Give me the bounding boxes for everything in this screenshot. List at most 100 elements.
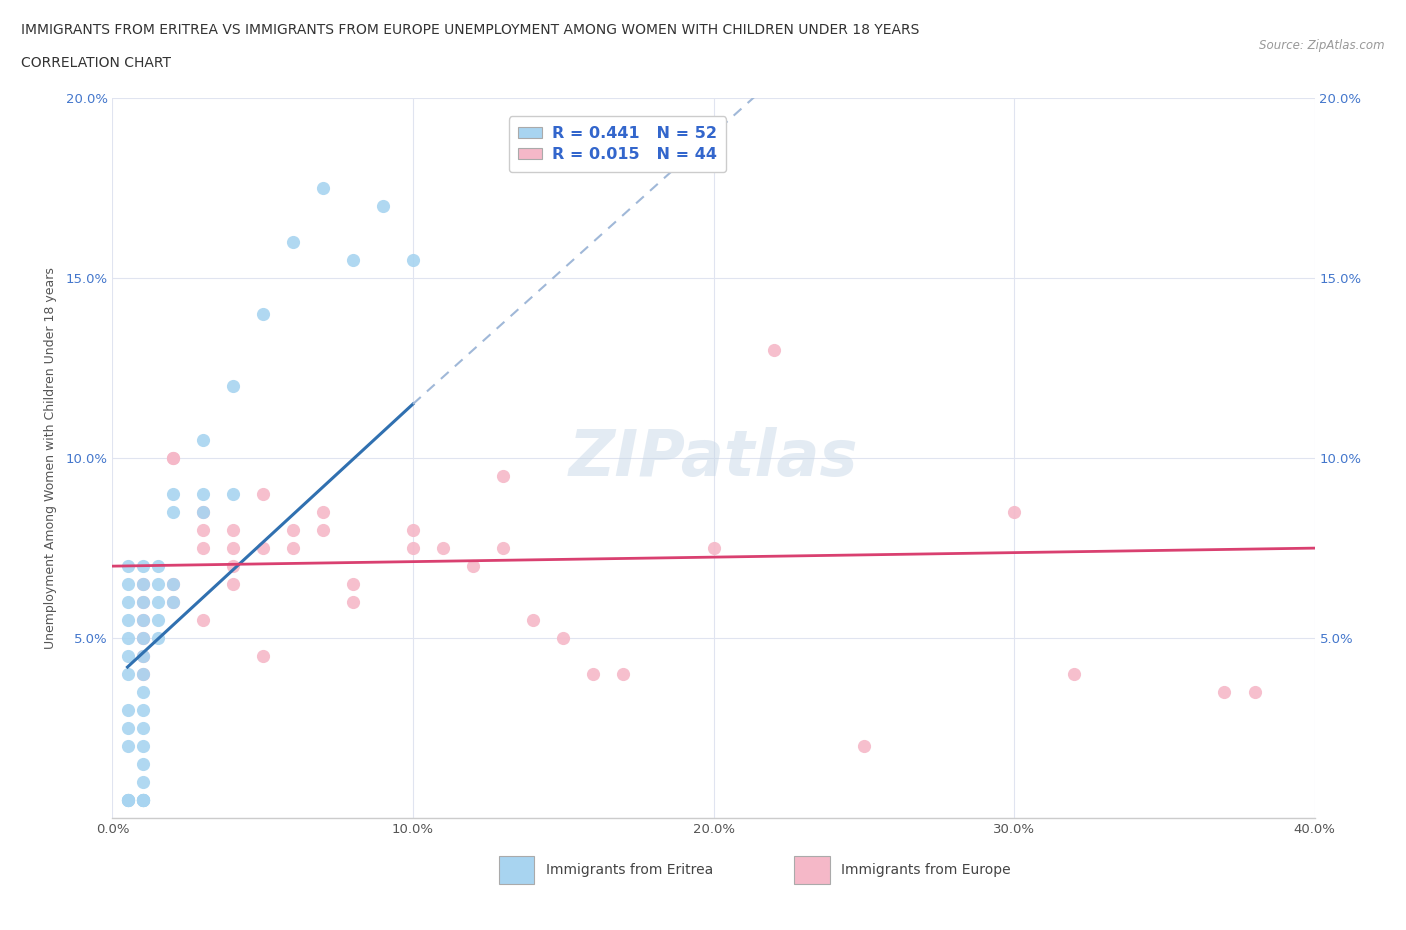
Point <box>131 595 153 610</box>
Point <box>222 379 245 393</box>
Point <box>402 540 425 555</box>
Point <box>131 721 153 736</box>
FancyBboxPatch shape <box>499 856 534 884</box>
Point <box>312 505 335 520</box>
FancyBboxPatch shape <box>794 856 830 884</box>
Point <box>762 342 785 357</box>
Point <box>131 577 153 591</box>
Point <box>702 540 725 555</box>
Point <box>342 595 364 610</box>
Point <box>222 577 245 591</box>
Point <box>117 793 139 808</box>
Point <box>117 649 139 664</box>
Point <box>162 486 184 501</box>
Point <box>461 559 484 574</box>
Text: Source: ZipAtlas.com: Source: ZipAtlas.com <box>1260 39 1385 52</box>
Point <box>222 540 245 555</box>
Point <box>146 577 169 591</box>
Point <box>191 613 214 628</box>
Point <box>312 523 335 538</box>
Point <box>117 721 139 736</box>
Point <box>492 540 515 555</box>
Point <box>252 540 274 555</box>
Text: Immigrants from Eritrea: Immigrants from Eritrea <box>546 862 713 877</box>
Point <box>117 793 139 808</box>
Point <box>131 775 153 790</box>
Point <box>162 595 184 610</box>
Point <box>281 234 304 249</box>
Point <box>117 793 139 808</box>
Point <box>131 559 153 574</box>
Point <box>281 523 304 538</box>
Point <box>131 684 153 699</box>
Point <box>131 649 153 664</box>
Point <box>162 505 184 520</box>
Point <box>131 793 153 808</box>
Point <box>281 540 304 555</box>
Point <box>553 631 575 645</box>
Point <box>117 559 139 574</box>
Point <box>117 577 139 591</box>
Point <box>1002 505 1025 520</box>
Point <box>191 523 214 538</box>
Point <box>117 595 139 610</box>
Point <box>131 631 153 645</box>
Point <box>131 738 153 753</box>
Point <box>222 523 245 538</box>
Point <box>222 486 245 501</box>
Point <box>582 667 605 682</box>
Point <box>222 559 245 574</box>
Point <box>402 252 425 267</box>
Point <box>117 631 139 645</box>
Point <box>117 793 139 808</box>
Point <box>117 613 139 628</box>
Text: ZIPatlas: ZIPatlas <box>569 427 858 489</box>
Point <box>131 631 153 645</box>
Point <box>402 523 425 538</box>
Point <box>131 793 153 808</box>
Point <box>162 577 184 591</box>
Point <box>131 577 153 591</box>
Point <box>312 180 335 195</box>
Point <box>852 738 875 753</box>
Point <box>1243 684 1265 699</box>
Point <box>342 577 364 591</box>
Point <box>522 613 544 628</box>
Point <box>131 649 153 664</box>
Point <box>131 667 153 682</box>
Point <box>252 649 274 664</box>
Point <box>146 631 169 645</box>
Legend: R = 0.441   N = 52, R = 0.015   N = 44: R = 0.441 N = 52, R = 0.015 N = 44 <box>509 116 727 172</box>
Point <box>131 757 153 772</box>
Point <box>131 703 153 718</box>
Point <box>371 198 394 213</box>
Point <box>131 667 153 682</box>
Point <box>117 667 139 682</box>
Point <box>117 738 139 753</box>
Point <box>191 432 214 447</box>
Point <box>191 540 214 555</box>
Point <box>131 793 153 808</box>
Point <box>162 577 184 591</box>
Y-axis label: Unemployment Among Women with Children Under 18 years: Unemployment Among Women with Children U… <box>44 267 58 649</box>
Point <box>162 451 184 466</box>
Point <box>252 486 274 501</box>
Point <box>612 667 634 682</box>
Point <box>146 595 169 610</box>
Point <box>131 793 153 808</box>
Point <box>117 703 139 718</box>
Point <box>131 793 153 808</box>
Point <box>131 595 153 610</box>
Point <box>191 486 214 501</box>
Point <box>492 469 515 484</box>
Text: CORRELATION CHART: CORRELATION CHART <box>21 56 172 70</box>
Point <box>146 613 169 628</box>
Point <box>191 505 214 520</box>
Point <box>1213 684 1236 699</box>
Point <box>162 595 184 610</box>
Point <box>131 613 153 628</box>
Point <box>342 252 364 267</box>
Text: IMMIGRANTS FROM ERITREA VS IMMIGRANTS FROM EUROPE UNEMPLOYMENT AMONG WOMEN WITH : IMMIGRANTS FROM ERITREA VS IMMIGRANTS FR… <box>21 23 920 37</box>
Point <box>252 307 274 322</box>
Point <box>131 613 153 628</box>
